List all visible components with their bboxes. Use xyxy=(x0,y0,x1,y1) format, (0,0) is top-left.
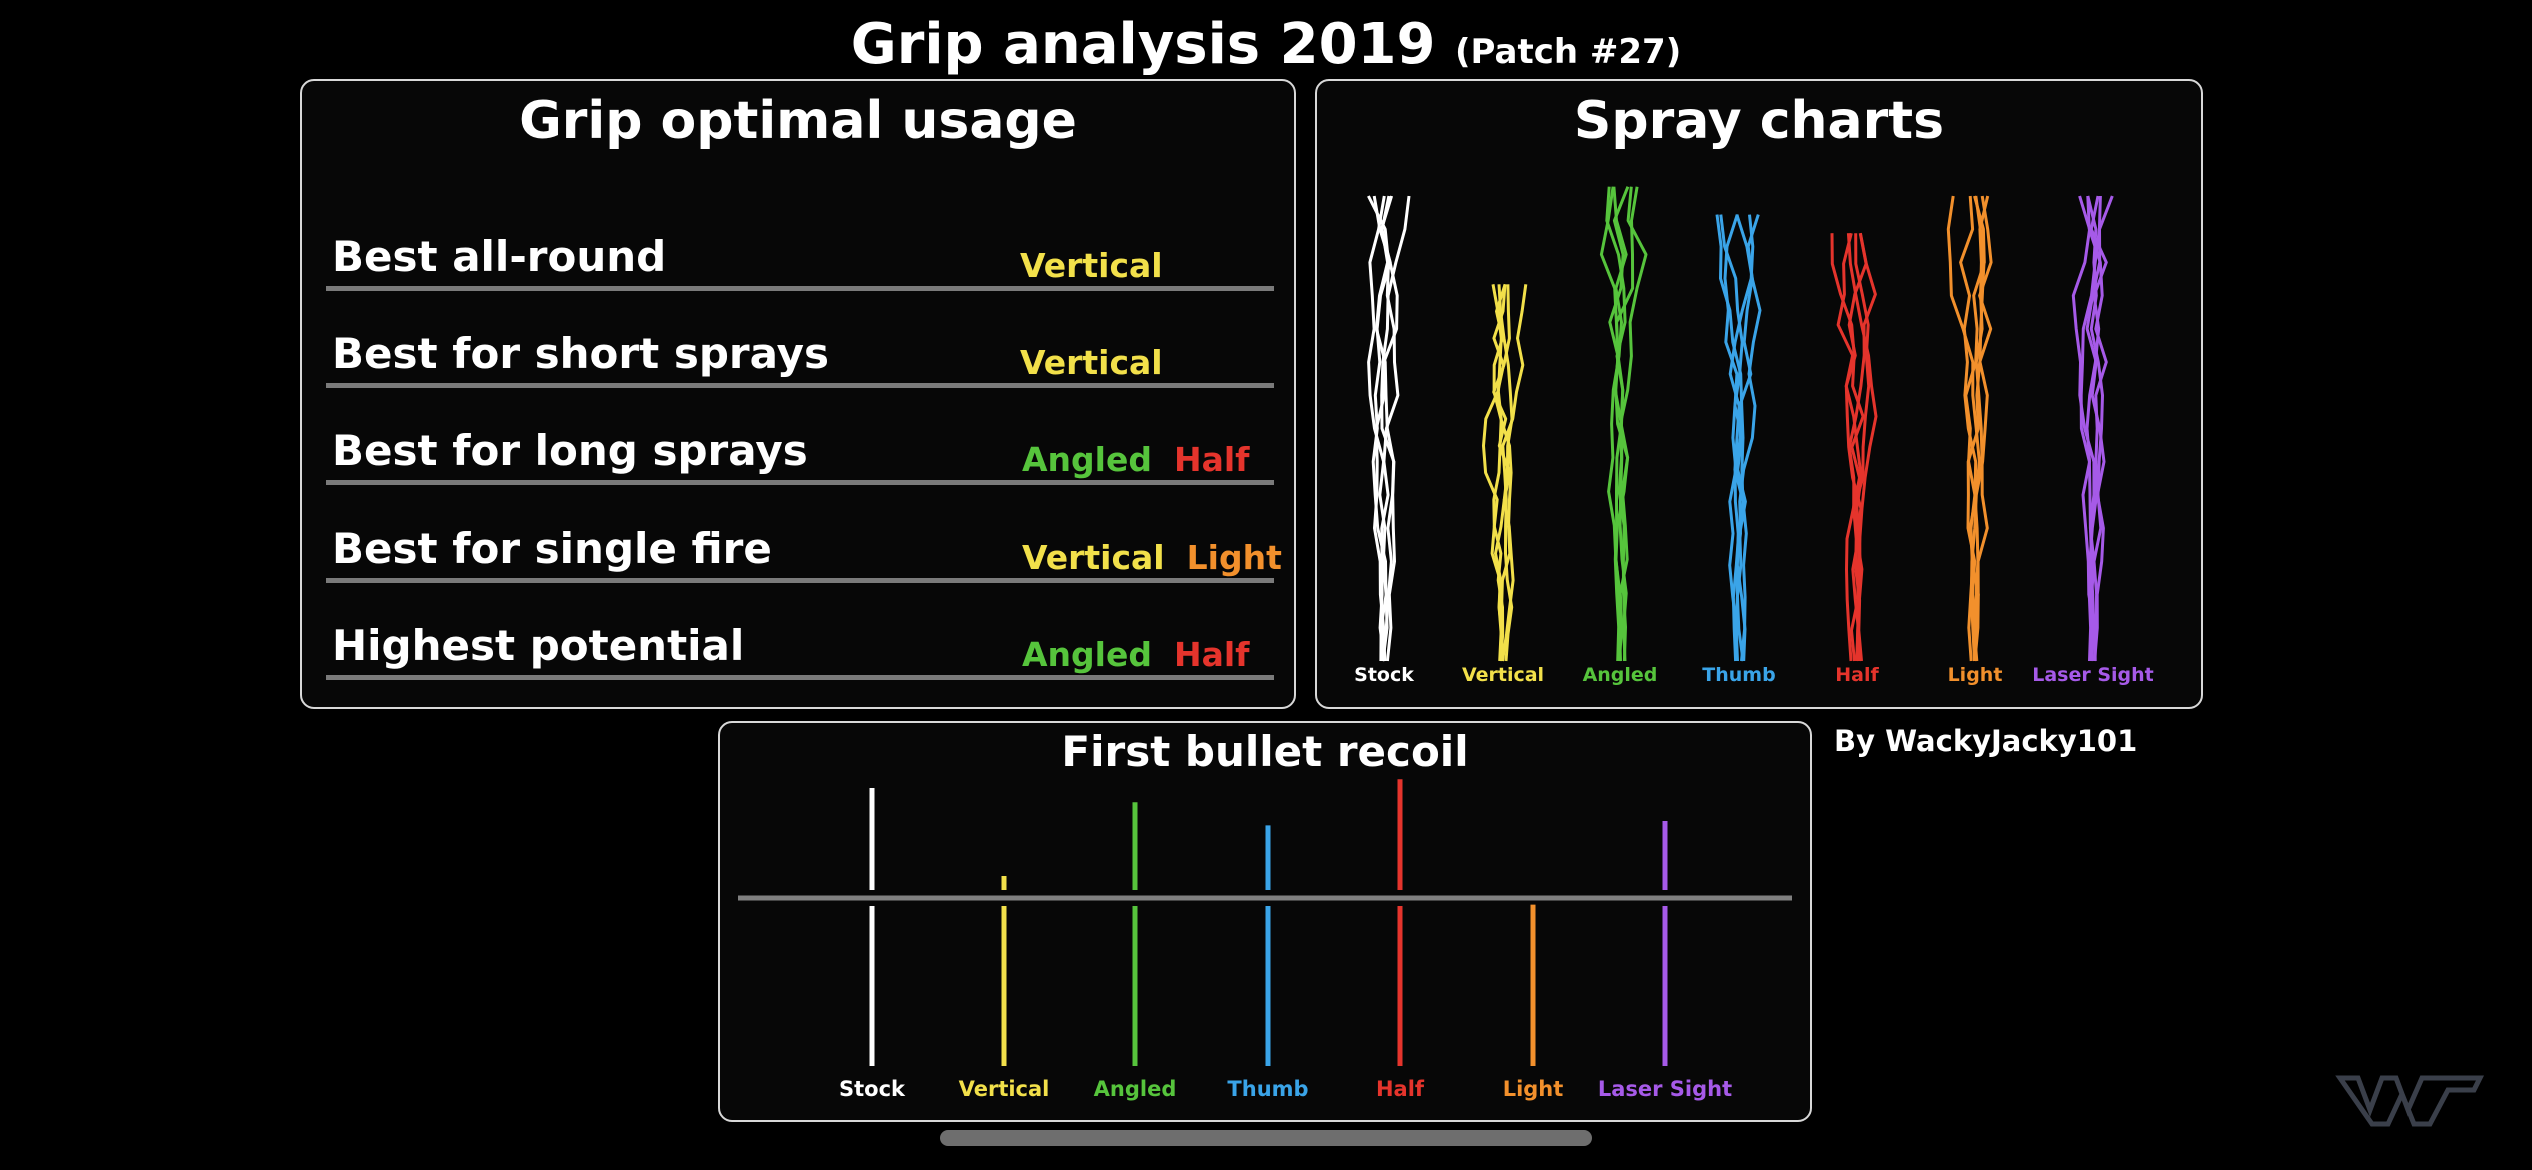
spray-series-stock xyxy=(1367,195,1411,662)
recoil-label: Thumb xyxy=(1227,1077,1308,1101)
spray-line xyxy=(1966,195,1993,662)
grip-value: Vertical xyxy=(1022,538,1165,577)
recoil-label: Vertical xyxy=(959,1077,1050,1101)
spray-line xyxy=(1946,195,1981,662)
usage-row-values: Vertical Light xyxy=(1022,538,1304,577)
spray-series-half xyxy=(1830,232,1878,662)
spray-line xyxy=(1733,214,1760,662)
spray-series-light xyxy=(1946,195,1993,662)
row-divider xyxy=(326,578,1274,583)
spray-label: Thumb xyxy=(1702,664,1775,686)
spray-label: Half xyxy=(1835,664,1879,686)
spray-series-angled xyxy=(1599,186,1648,662)
spray-label: Light xyxy=(1948,664,2003,686)
usage-row: Best for long sprays Angled Half xyxy=(326,425,1274,485)
spray-line xyxy=(2086,195,2104,662)
author-credit: By WackyJacky101 xyxy=(1834,724,2138,758)
spray-label: Stock xyxy=(1354,664,1414,686)
row-divider xyxy=(326,675,1274,680)
title-patch: (Patch #27) xyxy=(1454,32,1682,72)
usage-row: Best all-round Vertical xyxy=(326,231,1274,291)
spray-line xyxy=(1374,195,1396,662)
spray-line xyxy=(1494,284,1514,662)
spray-line xyxy=(2085,195,2114,662)
recoil-label: Light xyxy=(1503,1077,1564,1101)
spray-line xyxy=(1830,233,1865,662)
recoil-chart: Stock Vertical Angled Thumb Half Light Laser S… xyxy=(738,779,1792,1101)
recoil-label: Stock xyxy=(839,1077,906,1101)
recoil-label: Angled xyxy=(1094,1077,1177,1101)
home-indicator[interactable] xyxy=(940,1130,1592,1146)
usage-row: Highest potential Angled Half xyxy=(326,620,1274,680)
grip-value: Vertical xyxy=(1020,343,1163,382)
spray-title: Spray charts xyxy=(1573,91,1945,151)
recoil-label: Half xyxy=(1376,1077,1425,1101)
row-divider xyxy=(326,286,1274,291)
spray-line xyxy=(1735,214,1762,662)
spray-series-laser-sight xyxy=(2071,195,2114,662)
spray-line xyxy=(1617,186,1648,662)
row-divider xyxy=(326,480,1274,485)
spray-series-thumb xyxy=(1715,214,1762,662)
usage-row-label: Highest potential xyxy=(332,621,745,670)
grip-value: Half xyxy=(1173,440,1250,479)
spray-line xyxy=(2086,195,2108,662)
spray-label: Laser Sight xyxy=(2032,664,2154,686)
spray-line xyxy=(1851,233,1871,662)
recoil-panel: First bullet recoil Stock Vertical Angled T… xyxy=(718,721,1812,1122)
usage-row-label: Best for long sprays xyxy=(332,426,808,475)
spray-chart: Stock Vertical Angled Thumb Half Light Laser S… xyxy=(1354,186,2154,686)
usage-row-label: Best for single fire xyxy=(332,524,772,573)
usage-row: Best for short sprays Vertical xyxy=(326,328,1274,388)
spray-series-vertical xyxy=(1482,283,1528,662)
grip-value: Angled xyxy=(1022,635,1152,674)
usage-row-values: Angled Half xyxy=(1022,440,1272,479)
spray-label: Angled xyxy=(1583,664,1658,686)
spray-charts-panel: Spray charts Stock Vertical Angled Thumb Hal… xyxy=(1315,79,2203,709)
spray-line xyxy=(1846,233,1878,662)
recoil-title: First bullet recoil xyxy=(1061,727,1469,776)
row-divider xyxy=(326,383,1274,388)
page-title: Grip analysis 2019 (Patch #27) xyxy=(0,12,2532,77)
title-main: Grip analysis 2019 xyxy=(850,12,1436,77)
watermark-logo xyxy=(2335,1075,2485,1127)
usage-title: Grip optimal usage xyxy=(519,91,1077,151)
spray-line xyxy=(1969,195,1989,662)
usage-row-label: Best all-round xyxy=(332,232,667,281)
spray-line xyxy=(1972,195,1990,662)
usage-row-label: Best for short sprays xyxy=(332,329,830,378)
grip-value: Vertical xyxy=(1020,246,1163,285)
spray-line xyxy=(1728,214,1755,662)
usage-row-values: Vertical xyxy=(1020,246,1185,285)
grip-value: Angled xyxy=(1022,440,1152,479)
usage-row-values: Angled Half xyxy=(1022,635,1272,674)
usage-row-values: Vertical xyxy=(1020,343,1185,382)
spray-line xyxy=(1719,214,1744,662)
usage-row: Best for single fire Vertical Light xyxy=(326,523,1282,583)
spray-line xyxy=(1501,284,1528,662)
recoil-label: Laser Sight xyxy=(1598,1077,1732,1101)
spray-label: Vertical xyxy=(1462,664,1544,686)
spray-line xyxy=(1380,195,1411,662)
grip-usage-panel: Grip optimal usage Best all-round Vertica… xyxy=(300,79,1296,709)
grip-value: Light xyxy=(1186,538,1282,577)
grip-value: Half xyxy=(1173,635,1250,674)
